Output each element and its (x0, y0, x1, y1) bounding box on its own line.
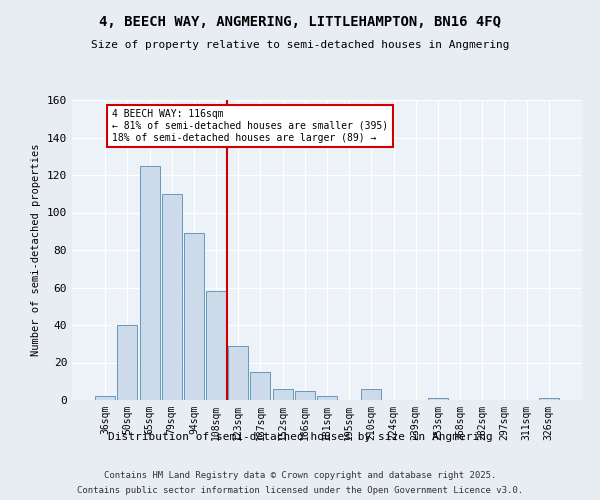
Bar (250, 372, 271, 400)
Bar (428, 398, 448, 400)
Bar (539, 398, 559, 400)
Bar (317, 396, 337, 400)
Bar (295, 390, 315, 400)
Text: 4, BEECH WAY, ANGMERING, LITTLEHAMPTON, BN16 4FQ: 4, BEECH WAY, ANGMERING, LITTLEHAMPTON, … (99, 15, 501, 29)
Bar (361, 389, 382, 400)
Bar (162, 194, 182, 400)
Bar (95, 396, 115, 400)
Bar (272, 389, 293, 400)
Text: Size of property relative to semi-detached houses in Angmering: Size of property relative to semi-detach… (91, 40, 509, 50)
Text: 4 BEECH WAY: 116sqm
← 81% of semi-detached houses are smaller (395)
18% of semi-: 4 BEECH WAY: 116sqm ← 81% of semi-detach… (112, 110, 388, 142)
Bar (140, 166, 160, 400)
Bar (184, 233, 204, 400)
Bar (118, 325, 137, 400)
Text: Contains public sector information licensed under the Open Government Licence v3: Contains public sector information licen… (77, 486, 523, 495)
Text: Distribution of semi-detached houses by size in Angmering: Distribution of semi-detached houses by … (107, 432, 493, 442)
Text: Contains HM Land Registry data © Crown copyright and database right 2025.: Contains HM Land Registry data © Crown c… (104, 471, 496, 480)
Bar (206, 291, 226, 400)
Bar (228, 346, 248, 400)
Y-axis label: Number of semi-detached properties: Number of semi-detached properties (31, 144, 41, 356)
